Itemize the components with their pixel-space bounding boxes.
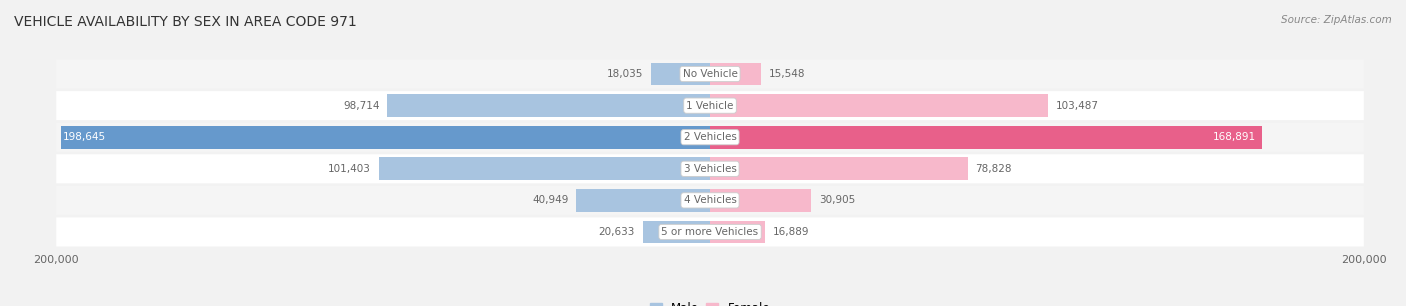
Text: 168,891: 168,891 — [1212, 132, 1256, 142]
FancyBboxPatch shape — [56, 154, 1364, 183]
Legend: Male, Female: Male, Female — [645, 297, 775, 306]
Bar — [576, 189, 710, 212]
Bar — [643, 221, 710, 243]
Text: 1 Vehicle: 1 Vehicle — [686, 101, 734, 111]
Bar — [651, 63, 710, 85]
Text: VEHICLE AVAILABILITY BY SEX IN AREA CODE 971: VEHICLE AVAILABILITY BY SEX IN AREA CODE… — [14, 15, 357, 29]
FancyBboxPatch shape — [56, 59, 1364, 88]
Text: 3 Vehicles: 3 Vehicles — [683, 164, 737, 174]
FancyBboxPatch shape — [56, 186, 1364, 215]
Text: 20,633: 20,633 — [599, 227, 634, 237]
Text: 18,035: 18,035 — [607, 69, 643, 79]
Text: 4 Vehicles: 4 Vehicles — [683, 195, 737, 205]
Text: 16,889: 16,889 — [773, 227, 810, 237]
Text: 15,548: 15,548 — [769, 69, 806, 79]
FancyBboxPatch shape — [56, 218, 1364, 247]
FancyBboxPatch shape — [56, 123, 1364, 152]
Text: 103,487: 103,487 — [1056, 101, 1099, 111]
Text: 5 or more Vehicles: 5 or more Vehicles — [661, 227, 759, 237]
Bar — [710, 189, 811, 212]
Bar — [60, 126, 710, 149]
Text: 2 Vehicles: 2 Vehicles — [683, 132, 737, 142]
FancyBboxPatch shape — [56, 91, 1364, 120]
Bar — [710, 63, 761, 85]
Text: 40,949: 40,949 — [531, 195, 568, 205]
Bar — [387, 94, 710, 117]
Text: Source: ZipAtlas.com: Source: ZipAtlas.com — [1281, 15, 1392, 25]
Bar — [710, 157, 967, 180]
Bar — [378, 157, 710, 180]
Text: 98,714: 98,714 — [343, 101, 380, 111]
Bar — [710, 126, 1263, 149]
Bar — [710, 94, 1049, 117]
Text: 78,828: 78,828 — [976, 164, 1012, 174]
Text: 30,905: 30,905 — [818, 195, 855, 205]
Text: 198,645: 198,645 — [63, 132, 105, 142]
Bar — [710, 221, 765, 243]
Text: 101,403: 101,403 — [328, 164, 371, 174]
Text: No Vehicle: No Vehicle — [682, 69, 738, 79]
